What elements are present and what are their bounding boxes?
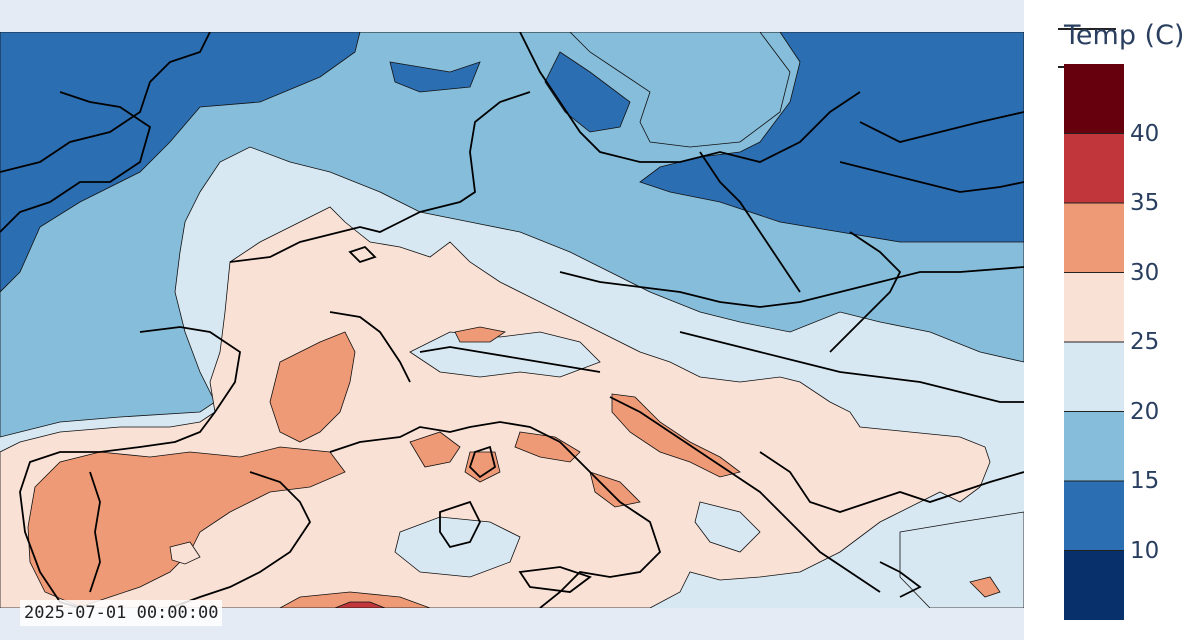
colorbar-scale <box>1064 64 1124 620</box>
band-25-30-iberia-spot <box>169 541 201 565</box>
contour-map-svg <box>0 32 1024 608</box>
coastlines <box>0 32 1024 608</box>
band-25-30 <box>0 206 991 608</box>
band-10-15-west-isl <box>389 61 481 93</box>
band-30-35-italy-west <box>409 431 461 468</box>
band-20-25-ionian <box>694 501 761 553</box>
band-35-40-spot <box>334 601 386 608</box>
band-10-15-north <box>360 32 1024 243</box>
colorbar-level-6 <box>1064 133 1124 203</box>
colorbar-tick-label: 35 <box>1130 190 1160 216</box>
colorbar-level-7 <box>1064 64 1124 134</box>
band-20-25-tyrrhenian <box>394 516 521 578</box>
colorbar-level-1 <box>1064 481 1124 551</box>
temperature-map[interactable] <box>0 32 1024 608</box>
colorbar: Temp (C) 10 15 20 25 30 35 40 <box>1024 0 1193 640</box>
colorbar-level-3 <box>1064 342 1124 412</box>
colorbar-level-2 <box>1064 411 1124 481</box>
colorbar-tick-label: 10 <box>1130 537 1160 564</box>
band-30-35-france <box>269 331 356 443</box>
timestamp-label: 2025-07-01 00:00:00 <box>20 600 223 626</box>
band-30-35-northafrica <box>279 591 431 608</box>
band-30-35-italy-south <box>589 471 641 508</box>
band-30-35-italy-centre <box>514 431 581 463</box>
colorbar-tick-label: 40 <box>1130 120 1160 147</box>
colorbar-tick-label: 15 <box>1130 468 1160 494</box>
colorbar-title-underline <box>1058 28 1116 30</box>
band-10-15-atlantic <box>0 32 361 293</box>
band-15-20-scandi <box>569 32 791 148</box>
colorbar-title: Temp (C) <box>1064 20 1185 51</box>
band-30-35-paris <box>454 326 507 343</box>
colorbar-tick-label: 20 <box>1130 398 1160 425</box>
colorbar-tick-label: 25 <box>1130 329 1160 355</box>
band-30-35-turkey <box>969 576 1001 598</box>
colorbar-level-0 <box>1064 550 1124 620</box>
colorbar-tick-label: 30 <box>1130 259 1160 286</box>
colorbar-top-mark <box>1058 66 1066 68</box>
colorbar-level-5 <box>1064 203 1124 273</box>
colorbar-level-4 <box>1064 272 1124 342</box>
